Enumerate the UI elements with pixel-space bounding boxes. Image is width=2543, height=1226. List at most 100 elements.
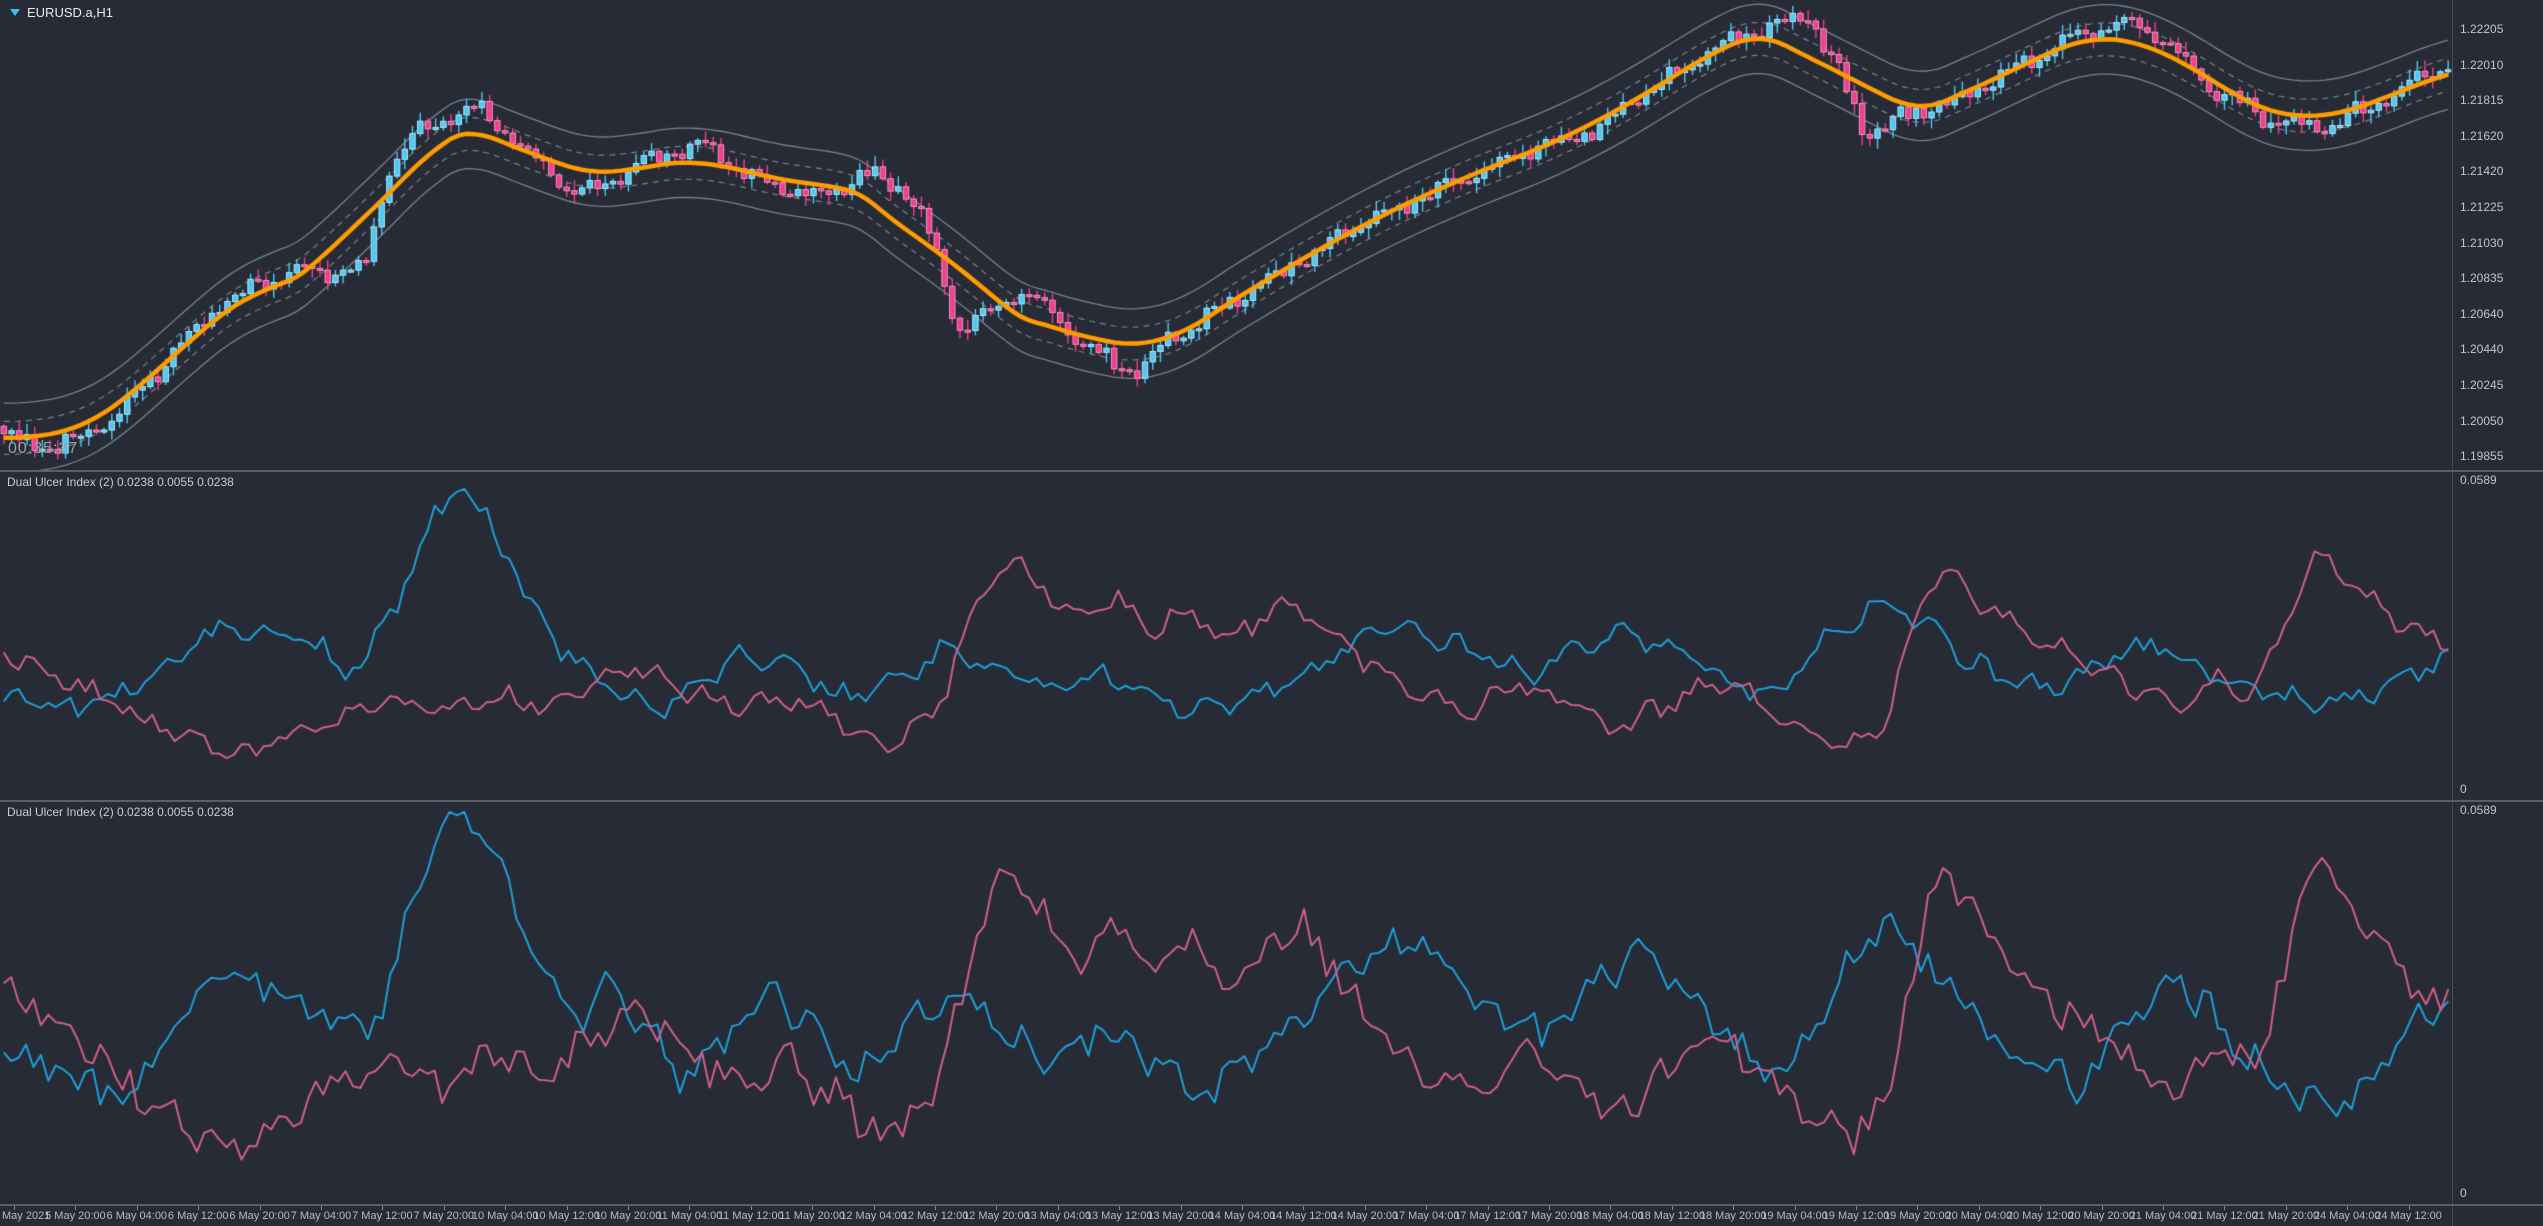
- time-axis-tick: [1733, 1206, 1735, 1210]
- time-axis-tick: [935, 1206, 936, 1210]
- time-axis-label: 6 May 04:00: [106, 1210, 168, 1222]
- time-axis-divider: [0, 1204, 2543, 1206]
- price-axis-label: 1.20245: [2460, 378, 2504, 392]
- time-axis-tick: [2224, 1206, 2226, 1210]
- time-axis-tick: [1426, 1206, 1428, 1210]
- time-axis-label: 21 May 20:00: [2252, 1210, 2320, 1222]
- time-axis-label: 21 May 04:00: [2129, 1210, 2197, 1222]
- price-axis-label: 1.21815: [2460, 93, 2504, 108]
- time-axis-tick: [2285, 1206, 2287, 1210]
- time-axis-label: 24 May 12:00: [2375, 1210, 2442, 1222]
- time-axis-label: 24 May 04:00: [2313, 1210, 2381, 1222]
- candle-countdown-timer: 00:35:27: [8, 440, 79, 457]
- time-axis-tick: [1671, 1206, 1673, 1210]
- time-axis-label: 6 May 12:00: [167, 1210, 229, 1222]
- price-axis-label: 1.21420: [2460, 164, 2504, 179]
- time-axis-label: 19 May 04:00: [1761, 1210, 1828, 1222]
- time-axis-tick: [689, 1206, 691, 1210]
- time-axis-label: 21 May 12:00: [2191, 1210, 2258, 1222]
- indicator-panel-1[interactable]: [0, 471, 2452, 800]
- time-axis-label: 12 May 04:00: [840, 1210, 907, 1222]
- indicator-1-label: Dual Ulcer Index (2) 0.0238 0.0055 0.023…: [7, 475, 234, 489]
- price-axis-label: 1.22010: [2460, 57, 2504, 72]
- time-axis-label: 10 May 12:00: [533, 1210, 600, 1222]
- time-axis-tick: [1917, 1206, 1919, 1210]
- time-axis-tick: [1057, 1206, 1059, 1210]
- price-axis-label: 1.20050: [2460, 413, 2504, 428]
- time-axis-tick: [1856, 1206, 1857, 1210]
- price-axis-label: 1.22205: [2460, 22, 2504, 36]
- time-axis-label: 11 May 12:00: [717, 1210, 784, 1222]
- time-axis-label: 7 May 12:00: [352, 1210, 413, 1222]
- indicator-1-scale-min: 0: [2460, 782, 2467, 796]
- time-axis-label: 17 May 20:00: [1515, 1210, 1583, 1222]
- time-axis-tick: [1242, 1206, 1243, 1210]
- time-axis-label: 17 May 04:00: [1392, 1210, 1460, 1222]
- time-axis-label: 7 May 04:00: [290, 1210, 352, 1222]
- indicator-2-label: Dual Ulcer Index (2) 0.0238 0.0055 0.023…: [7, 805, 234, 819]
- time-axis-tick: [505, 1206, 507, 1210]
- time-axis-label: 18 May 04:00: [1577, 1210, 1644, 1222]
- time-axis-label: 18 May 20:00: [1699, 1210, 1767, 1222]
- time-axis-label: 14 May 20:00: [1331, 1210, 1399, 1222]
- time-axis-tick: [2347, 1206, 2349, 1210]
- time-axis-tick: [2408, 1206, 2410, 1210]
- price-axis-label: 1.21225: [2460, 200, 2504, 214]
- time-axis-tick: [996, 1206, 998, 1210]
- time-axis-label: 20 May 12:00: [2006, 1210, 2074, 1222]
- time-axis-tick: [1794, 1206, 1796, 1210]
- indicator-2-scale-max: 0.0589: [2460, 803, 2497, 817]
- time-axis-label: 11 May 04:00: [656, 1210, 723, 1222]
- price-scale-divider: [2452, 0, 2453, 1226]
- time-axis-label: 5 May 20:00: [45, 1210, 106, 1222]
- symbol-label-group: EURUSD.a,H1: [10, 5, 113, 20]
- time-axis-tick: [1180, 1206, 1182, 1210]
- time-axis-label: 14 May 04:00: [1208, 1210, 1276, 1222]
- time-axis-label: 20 May 20:00: [2068, 1210, 2135, 1222]
- time-axis-label: 10 May 04:00: [471, 1210, 539, 1222]
- time-axis-tick: [2163, 1206, 2164, 1210]
- time-axis-tick: [382, 1206, 384, 1210]
- time-axis-tick: [1487, 1206, 1489, 1210]
- price-axis-label: 1.19855: [2460, 449, 2504, 464]
- chart-shift-marker-icon[interactable]: [10, 9, 20, 16]
- time-axis-tick: [873, 1206, 875, 1210]
- time-axis-label: 11 May 20:00: [779, 1210, 846, 1222]
- indicator-2-scale-min: 0: [2460, 1186, 2467, 1200]
- time-axis-tick: [136, 1206, 138, 1210]
- time-axis-tick: [1549, 1206, 1550, 1210]
- time-axis-label: 12 May 12:00: [901, 1210, 969, 1222]
- time-axis-tick: [259, 1206, 261, 1210]
- time-axis-label: 13 May 04:00: [1024, 1210, 1092, 1222]
- time-axis-tick: [1303, 1206, 1305, 1210]
- time-axis-label: 14 May 12:00: [1270, 1210, 1337, 1222]
- time-axis-tick: [198, 1206, 200, 1210]
- time-axis-tick: [2101, 1206, 2103, 1210]
- panel-splitter-1[interactable]: [0, 470, 2543, 472]
- time-axis-tick: [1364, 1206, 1366, 1210]
- time-axis-label: 13 May 12:00: [1085, 1210, 1153, 1222]
- panel-splitter-2[interactable]: [0, 800, 2543, 802]
- indicator-panel-2[interactable]: [0, 801, 2452, 1204]
- price-axis[interactable]: 1.22205 1.22010 1.21815 1.21620 1.21420 1.212…: [0, 0, 2543, 470]
- time-axis-label: 10 May 20:00: [594, 1210, 662, 1222]
- time-axis-tick: [750, 1206, 752, 1210]
- time-axis-tick: [812, 1206, 814, 1210]
- price-axis-label: 1.20640: [2460, 306, 2504, 321]
- time-axis-tick: [443, 1206, 445, 1210]
- time-axis-tick: [75, 1206, 77, 1210]
- time-axis-label: 18 May 12:00: [1638, 1210, 1706, 1222]
- time-axis-tick: [321, 1206, 322, 1210]
- price-axis-label: 1.21620: [2460, 128, 2504, 143]
- time-axis-label: May 2021: [2, 1210, 51, 1222]
- time-axis-label: 6 May 20:00: [229, 1210, 290, 1222]
- time-axis-tick: [2040, 1206, 2042, 1210]
- time-axis-label: 12 May 20:00: [963, 1210, 1030, 1222]
- time-axis[interactable]: May 2021 5 May 20:00 6 May 04:00 6 May 12:0…: [0, 1206, 2543, 1226]
- price-axis-label: 1.20835: [2460, 271, 2504, 286]
- time-axis-tick: [1978, 1206, 1980, 1210]
- time-axis-label: 20 May 04:00: [1945, 1210, 2013, 1222]
- time-axis-label: 19 May 20:00: [1884, 1210, 1951, 1222]
- time-axis-tick: [566, 1206, 568, 1210]
